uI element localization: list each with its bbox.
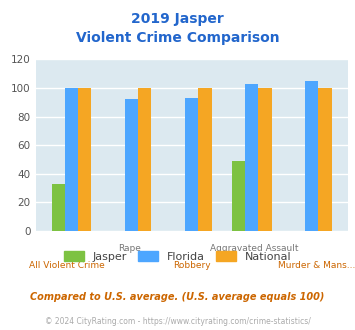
Bar bbox=[78, 88, 91, 231]
Text: All Violent Crime: All Violent Crime bbox=[29, 261, 105, 270]
Bar bbox=[65, 88, 78, 231]
Bar bbox=[305, 81, 318, 231]
Text: Compared to U.S. average. (U.S. average equals 100): Compared to U.S. average. (U.S. average … bbox=[30, 292, 325, 302]
Text: Murder & Mans...: Murder & Mans... bbox=[278, 261, 355, 270]
Bar bbox=[198, 88, 212, 231]
Text: Robbery: Robbery bbox=[173, 261, 211, 270]
Bar bbox=[245, 84, 258, 231]
Bar bbox=[185, 98, 198, 231]
Text: Rape: Rape bbox=[118, 244, 141, 253]
Bar bbox=[125, 99, 138, 231]
Bar bbox=[318, 88, 332, 231]
Text: Aggravated Assault: Aggravated Assault bbox=[210, 244, 299, 253]
Bar bbox=[232, 161, 245, 231]
Text: 2019 Jasper: 2019 Jasper bbox=[131, 12, 224, 25]
Bar bbox=[52, 184, 65, 231]
Bar bbox=[258, 88, 272, 231]
Bar bbox=[138, 88, 152, 231]
Legend: Jasper, Florida, National: Jasper, Florida, National bbox=[59, 247, 296, 267]
Text: Violent Crime Comparison: Violent Crime Comparison bbox=[76, 31, 279, 45]
Text: © 2024 CityRating.com - https://www.cityrating.com/crime-statistics/: © 2024 CityRating.com - https://www.city… bbox=[45, 317, 310, 326]
